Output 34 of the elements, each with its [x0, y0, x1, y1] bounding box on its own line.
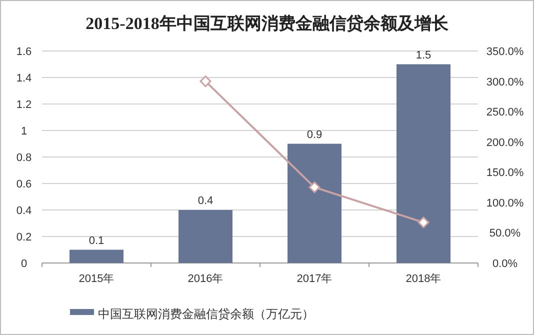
x-tick-label: 2016年 — [188, 273, 224, 285]
data-label: 1.5 — [416, 49, 432, 62]
y-tick-label: 1.4 — [16, 72, 32, 84]
y2-tick-label: 150.0% — [486, 167, 524, 180]
y2-tick-label: 200.0% — [486, 136, 524, 149]
y-tick-label: 0.2 — [16, 232, 32, 244]
bar — [396, 64, 450, 263]
data-label: 0.4 — [198, 195, 214, 207]
y-tick-label: 0.4 — [16, 205, 32, 217]
chart-title: 2015-2018年中国互联网消费金融信贷余额及增长 — [86, 14, 450, 33]
point — [418, 216, 430, 228]
y2-tick-label: 50.0% — [489, 228, 521, 240]
y-tick-label: 0.8 — [16, 152, 32, 164]
y-tick-label: 1.2 — [16, 99, 32, 111]
point — [200, 76, 212, 88]
y-tick-label: 0 — [20, 258, 28, 270]
y2-tick-label: 350.0% — [486, 46, 524, 58]
y-tick-label: 1.6 — [16, 46, 32, 58]
y2-tick-label: 0.0% — [492, 258, 518, 270]
y2-tick-label: 100.0% — [486, 197, 524, 210]
data-label: 0.9 — [306, 128, 322, 141]
bar — [288, 144, 342, 263]
data-label: 0.1 — [88, 234, 104, 247]
x-tick-label: 2018年 — [406, 273, 442, 285]
point — [308, 182, 320, 194]
x-tick-label: 2015年 — [78, 273, 114, 285]
bar — [178, 210, 232, 263]
y-tick-label: 1 — [20, 126, 28, 138]
bar — [70, 250, 124, 263]
x-tick-label: 2017年 — [296, 273, 332, 285]
legend-label: 中国互联网消费金融信贷余额（万亿元） — [98, 307, 314, 321]
y2-tick-label: 300.0% — [486, 76, 524, 88]
y2-tick-label: 250.0% — [486, 106, 524, 119]
y-tick-label: 0.6 — [16, 178, 32, 190]
